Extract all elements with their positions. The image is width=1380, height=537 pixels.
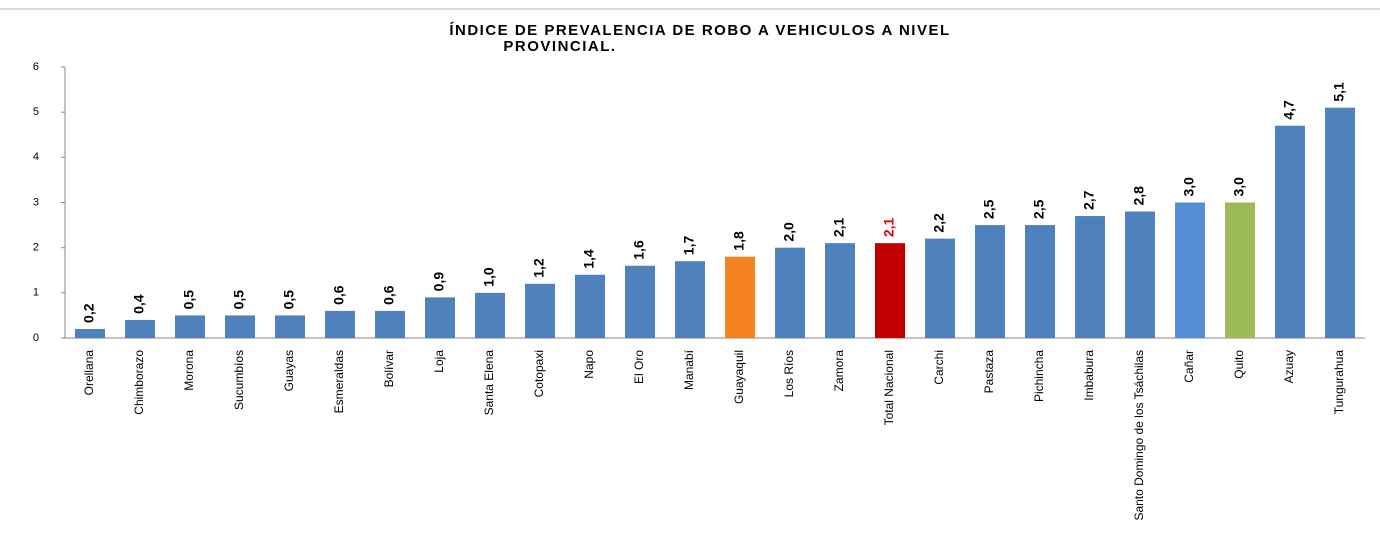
value-label: 0,5 (281, 290, 297, 310)
x-tick-label: Sucumbíos (232, 350, 246, 410)
x-tick-label: El Oro (632, 350, 646, 384)
x-tick-label: Los Ríos (782, 350, 796, 397)
bar (1075, 216, 1105, 338)
value-label: 2,1 (881, 217, 897, 237)
x-tick-label: Tungurahua (1332, 350, 1346, 415)
value-label: 2,5 (981, 199, 997, 219)
value-label: 3,0 (1181, 177, 1197, 197)
x-tick-label: Santo Domingo de los Tsáchilas (1132, 350, 1146, 521)
x-tick-label: Morona (182, 350, 196, 391)
value-label: 1,7 (681, 236, 697, 256)
bar (525, 283, 555, 338)
bar (1175, 202, 1205, 338)
chart-title: ÍNDICE DE PREVALENCIA DE ROBO A VEHICULO… (449, 22, 950, 39)
bar (625, 265, 655, 338)
bar (975, 225, 1005, 338)
y-tick-label: 3 (33, 196, 39, 208)
x-tick-label: Orellana (82, 350, 96, 396)
bar (75, 328, 105, 338)
value-label: 2,5 (1031, 199, 1047, 219)
x-tick-label: Guayaquil (732, 350, 746, 404)
x-tick-label: Esmeraldas (332, 350, 346, 413)
x-tick-label: Azuay (1282, 350, 1296, 383)
x-tick-label: Zamora (832, 350, 846, 392)
bar (725, 256, 755, 338)
value-label: 2,0 (781, 222, 797, 242)
bar (1325, 107, 1355, 339)
x-tick-label: Pastaza (982, 350, 996, 394)
bar (275, 315, 305, 338)
bar (225, 315, 255, 338)
bar (1225, 202, 1255, 338)
x-tick-label: Pichincha (1032, 350, 1046, 402)
x-tick-label: Manabí (682, 349, 696, 390)
bar (325, 310, 355, 338)
x-tick-label: Napo (582, 350, 596, 379)
value-label: 1,2 (531, 258, 547, 278)
bar (125, 319, 155, 338)
y-tick-label: 4 (33, 151, 39, 163)
x-tick-label: Total Nacional (882, 350, 896, 425)
x-tick-label: Imbabura (1082, 350, 1096, 401)
bar (925, 238, 955, 338)
y-tick-label: 0 (33, 332, 39, 344)
value-label: 0,2 (81, 303, 97, 323)
value-label: 4,7 (1281, 100, 1297, 120)
x-tick-label: Cotopaxi (532, 350, 546, 397)
chart-title: PROVINCIAL. (503, 38, 616, 55)
x-tick-label: Bolívar (382, 350, 396, 387)
value-label: 1,6 (631, 240, 647, 260)
value-label: 2,8 (1131, 186, 1147, 206)
value-label: 1,4 (581, 249, 597, 269)
x-tick-label: Santa Elena (482, 350, 496, 416)
value-label: 0,9 (431, 272, 447, 292)
x-tick-label: Carchi (932, 350, 946, 385)
value-label: 2,1 (831, 217, 847, 237)
bar (425, 297, 455, 338)
y-tick-label: 2 (33, 242, 39, 254)
bar (1275, 125, 1305, 338)
x-tick-label: Quito (1232, 350, 1246, 379)
value-label: 3,0 (1231, 177, 1247, 197)
value-label: 0,6 (381, 285, 397, 305)
value-label: 2,2 (931, 213, 947, 233)
bar (875, 243, 905, 338)
bar (675, 261, 705, 338)
bar (475, 292, 505, 338)
value-label: 0,5 (181, 290, 197, 310)
value-label: 0,5 (231, 290, 247, 310)
y-tick-label: 6 (33, 61, 39, 73)
value-label: 0,6 (331, 285, 347, 305)
x-tick-label: Guayas (282, 350, 296, 391)
bar (775, 247, 805, 338)
value-label: 2,7 (1081, 190, 1097, 210)
value-label: 1,8 (731, 231, 747, 251)
bar (1025, 225, 1055, 338)
bar (175, 315, 205, 338)
y-tick-label: 1 (33, 287, 39, 299)
x-tick-label: Cañar (1182, 350, 1196, 383)
y-tick-label: 5 (33, 106, 39, 118)
bar (575, 274, 605, 338)
x-tick-label: Chimborazo (132, 350, 146, 415)
x-tick-label: Loja (432, 350, 446, 373)
bar (1125, 211, 1155, 338)
value-label: 5,1 (1331, 82, 1347, 102)
bar (375, 310, 405, 338)
bar (825, 243, 855, 338)
value-label: 0,4 (131, 294, 147, 314)
value-label: 1,0 (481, 267, 497, 287)
